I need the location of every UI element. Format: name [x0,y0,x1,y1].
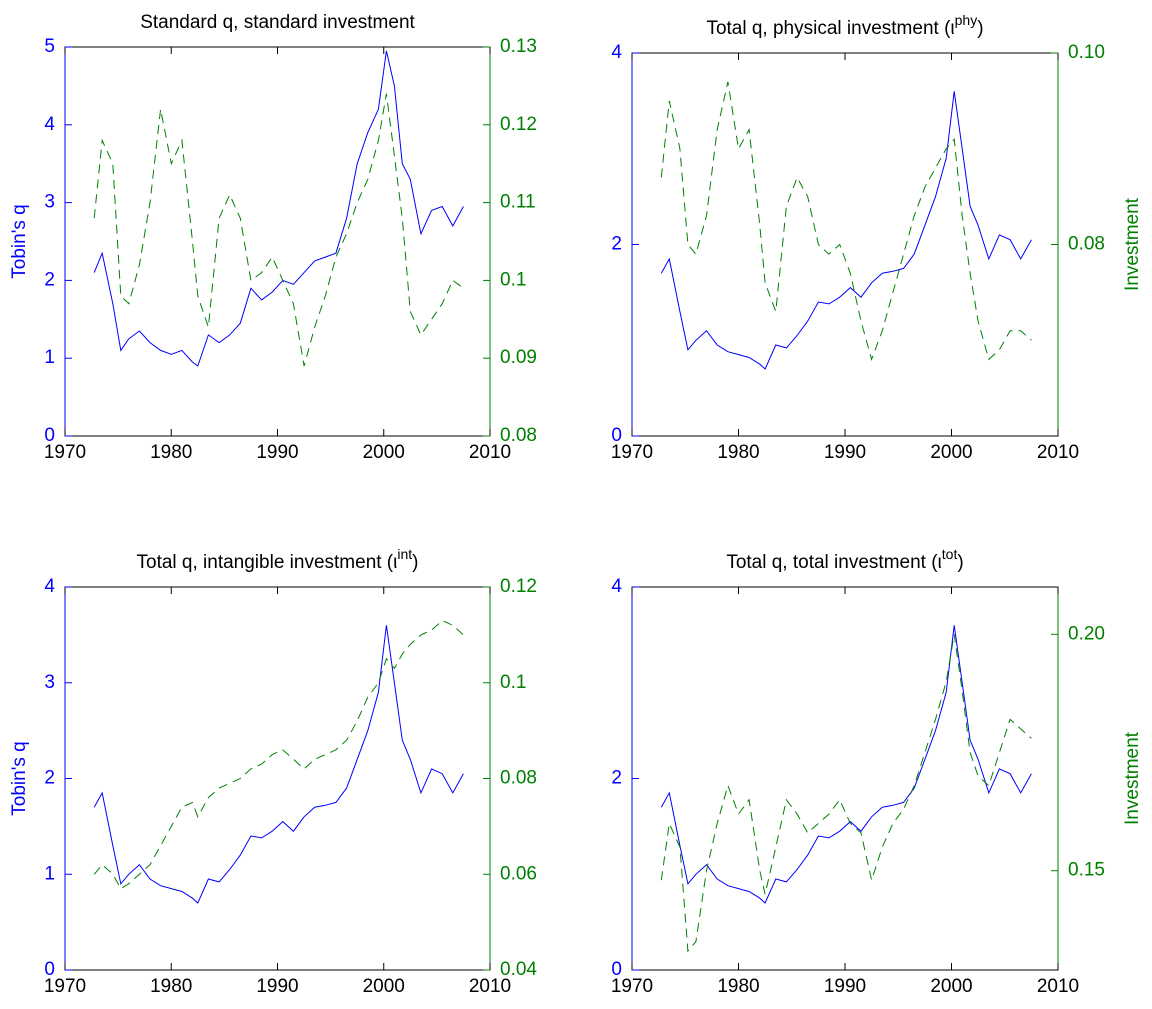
y-tick-label: 0 [44,425,55,446]
line-series [660,81,1032,362]
y-tick-label: 0 [611,425,622,446]
y-axis-label: Tobin's q [9,204,30,278]
chart-title: Total q, physical investment (ιphy) [706,12,983,39]
line-series [93,625,464,904]
title-suffix: ) [977,18,983,39]
y-tick-label: 2 [611,768,622,789]
y2-tick-label: 0.13 [500,36,537,57]
y-tick-label: 2 [44,269,55,290]
y2-tick-label: 0.15 [1068,860,1105,881]
y-tick-label: 4 [611,576,622,597]
x-tick-label: 1980 [150,442,192,463]
plot-area [631,586,1059,971]
title-superscript: phy [955,12,978,28]
line-series [660,634,1032,953]
y2-tick-label: 0.08 [500,768,537,789]
x-tick-label: 2000 [363,976,405,997]
y2-tick-label: 0.09 [500,347,537,368]
y2-tick-label: 0.1 [500,672,526,693]
x-tick-label: 1980 [717,976,759,997]
y-tick-label: 4 [611,42,622,63]
title-superscript: int [397,546,412,562]
y2-axis-label: Investment [1122,731,1143,825]
y-tick-label: 0 [44,959,55,980]
y2-tick-label: 0.20 [1068,623,1105,644]
x-tick-label: 2000 [363,442,405,463]
x-tick-label: 1970 [611,442,653,463]
chart-title: Standard q, standard investment [140,12,415,33]
x-tick-label: 1970 [611,976,653,997]
chart-title: Total q, intangible investment (ιint) [137,546,419,573]
y-tick-label: 4 [44,576,55,597]
line-series [660,91,1032,370]
x-tick-label: 1970 [44,442,86,463]
line-series [93,50,464,367]
y2-tick-label: 0.08 [500,425,537,446]
line-series [93,619,464,890]
title-text: Total q, intangible investment (ι [137,552,398,573]
y-tick-label: 0 [611,959,622,980]
x-tick-label: 2000 [930,976,972,997]
y-tick-label: 1 [44,863,55,884]
y2-tick-label: 0.04 [500,959,537,980]
x-tick-label: 2010 [1037,442,1079,463]
title-suffix: ) [957,552,963,573]
x-tick-label: 1990 [824,442,866,463]
y-tick-label: 2 [611,234,622,255]
title-text: Standard q, standard investment [140,12,415,33]
y2-tick-label: 0.12 [500,576,537,597]
y2-tick-label: 0.1 [500,269,526,290]
y-tick-label: 3 [44,192,55,213]
y2-axis-label: Investment [1122,197,1143,291]
y2-tick-label: 0.10 [1068,42,1105,63]
x-tick-label: 2010 [469,976,511,997]
x-tick-label: 2010 [1037,976,1079,997]
line-series [660,625,1032,904]
y-tick-label: 5 [44,36,55,57]
x-tick-label: 1970 [44,976,86,997]
title-text: Total q, physical investment (ι [706,18,954,39]
title-text: Total q, total investment (ι [726,552,941,573]
plot-area [64,586,491,971]
x-tick-label: 2010 [469,442,511,463]
line-series [93,93,464,367]
y2-tick-label: 0.06 [500,863,537,884]
chart-title: Total q, total investment (ιtot) [726,546,963,573]
title-superscript: tot [942,546,958,562]
x-tick-label: 1990 [256,976,298,997]
y-tick-label: 3 [44,672,55,693]
x-tick-label: 1990 [824,976,866,997]
x-tick-label: 1980 [717,442,759,463]
y-tick-label: 1 [44,347,55,368]
y-tick-label: 2 [44,768,55,789]
title-suffix: ) [412,552,418,573]
y2-tick-label: 0.12 [500,114,537,135]
plot-area [64,46,491,437]
plot-area [631,52,1059,437]
y2-tick-label: 0.08 [1068,234,1105,255]
x-tick-label: 1990 [256,442,298,463]
x-tick-label: 1980 [150,976,192,997]
y-tick-label: 4 [44,114,55,135]
x-tick-label: 2000 [930,442,972,463]
y-axis-label: Tobin's q [9,741,30,815]
y2-tick-label: 0.11 [500,192,536,213]
